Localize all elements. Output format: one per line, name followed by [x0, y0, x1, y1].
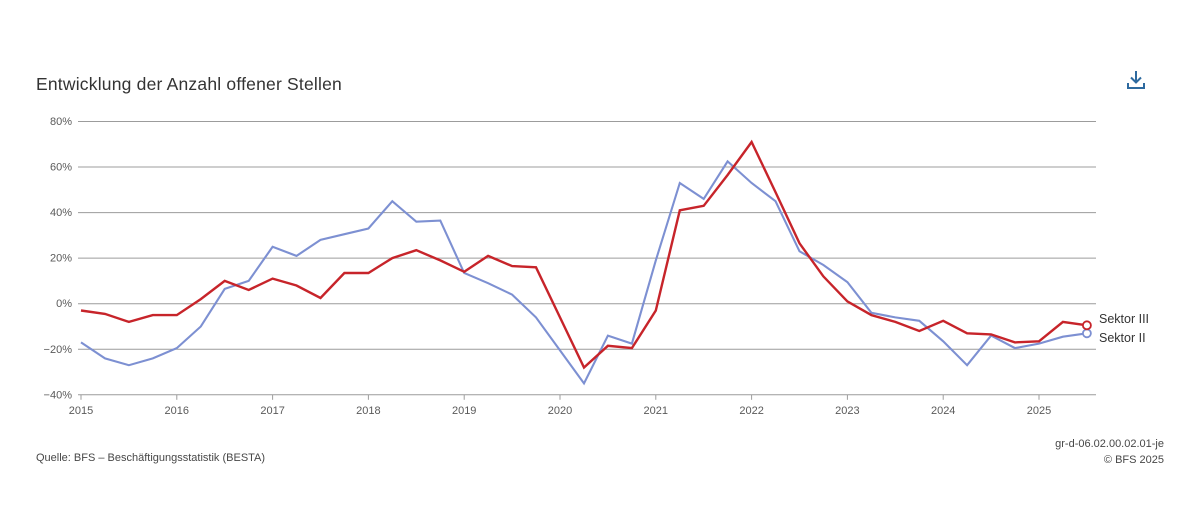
y-axis-label: 80% [50, 116, 72, 128]
x-axis-label: 2022 [739, 405, 763, 417]
series-endpoint-marker-sektor-ii [1082, 328, 1092, 339]
x-axis-label: 2016 [165, 405, 189, 417]
source-note: Quelle: BFS – Beschäftigungsstatistik (B… [36, 452, 266, 464]
series-line-sektor-ii [80, 159, 1088, 386]
copyright: © BFS 2025 [1103, 453, 1164, 466]
download-button[interactable] [1120, 64, 1152, 96]
x-axis-label: 2024 [931, 405, 955, 417]
y-axis-label: 40% [50, 207, 72, 219]
x-axis-label: 2019 [452, 405, 476, 417]
series-endpoint-marker-sektor-iii [1082, 320, 1092, 331]
series-label-sektor-ii: Sektor II [1099, 331, 1146, 345]
series-label-sektor-iii: Sektor III [1099, 312, 1150, 326]
x-axis-label: 2023 [835, 405, 859, 417]
series-line-sektor-iii [80, 139, 1088, 370]
y-axis-label: −40% [44, 389, 73, 401]
y-axis-label: 60% [50, 162, 72, 174]
chart-title: Entwicklung der Anzahl offener Stellen [36, 74, 342, 94]
x-axis-label: 2020 [548, 405, 572, 417]
x-axis-label: 2015 [69, 405, 93, 417]
x-axis-label: 2018 [356, 405, 380, 417]
x-axis-label: 2025 [1027, 405, 1051, 417]
graphic-code: gr-d-06.02.00.02.01-je [1055, 438, 1164, 450]
reference-block: gr-d-06.02.00.02.01-je © BFS 2025 [1055, 437, 1164, 468]
y-axis-label: −20% [44, 344, 73, 356]
y-axis-label: 20% [50, 253, 72, 265]
x-axis-label: 2017 [260, 405, 284, 417]
x-axis-label: 2021 [644, 405, 668, 417]
download-icon [1127, 71, 1145, 89]
y-axis-label: 0% [56, 298, 72, 310]
